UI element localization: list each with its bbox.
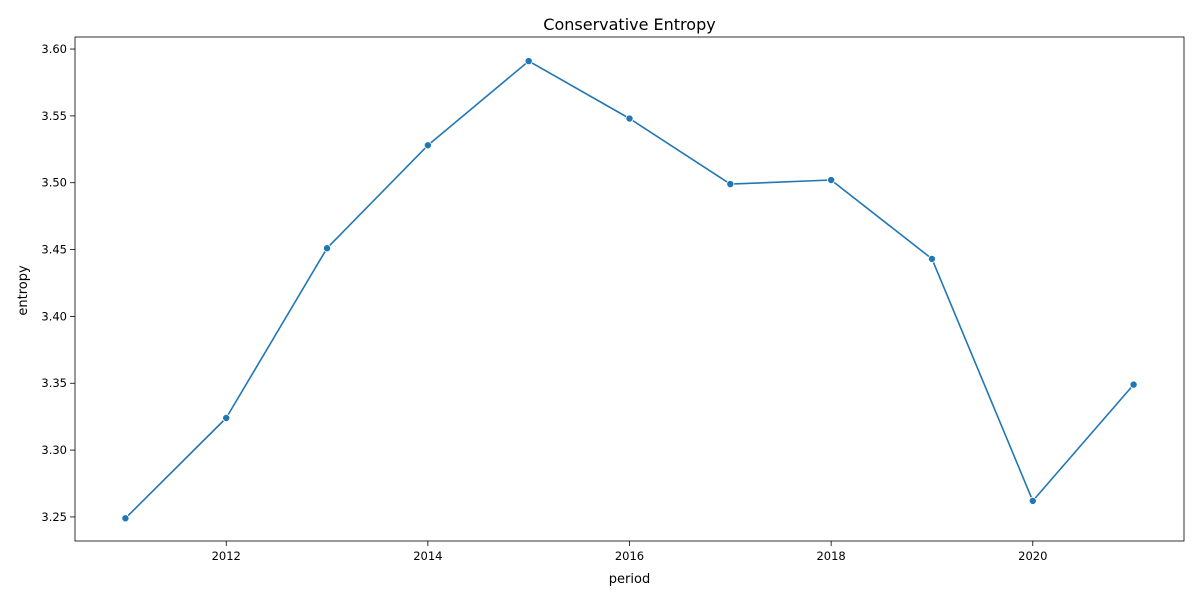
data-point <box>222 414 231 423</box>
chart-title: Conservative Entropy <box>543 15 715 34</box>
x-axis-label: period <box>609 572 650 587</box>
series-layer <box>121 57 1138 523</box>
data-point <box>423 141 432 150</box>
y-tick-label: 3.50 <box>41 176 67 190</box>
y-tick-label: 3.35 <box>41 376 67 390</box>
series-line <box>124 60 1135 519</box>
data-point <box>323 244 332 253</box>
data-point <box>1129 380 1138 389</box>
y-tick-label: 3.45 <box>41 243 67 257</box>
data-point <box>927 254 936 263</box>
axes: 2012 2014 2016 2018 2020 3.25 3.30 3.35 3.40 3.45… <box>41 36 1185 563</box>
data-point <box>1028 496 1037 505</box>
y-tick-label: 3.25 <box>41 510 67 524</box>
x-tick-label: 2016 <box>615 549 644 563</box>
x-tick-label: 2014 <box>413 549 442 563</box>
y-tick-label: 3.60 <box>41 42 67 56</box>
data-point <box>121 514 130 523</box>
data-point <box>827 176 836 185</box>
x-tick-label: 2020 <box>1018 549 1047 563</box>
data-point <box>625 114 634 123</box>
y-tick-label: 3.30 <box>41 443 67 457</box>
data-point <box>524 57 533 66</box>
x-tick-label: 2018 <box>816 549 845 563</box>
x-tick-label: 2012 <box>212 549 241 563</box>
y-axis-label: entropy <box>16 265 31 316</box>
y-tick-label: 3.40 <box>41 309 67 323</box>
data-point <box>726 180 735 189</box>
y-tick-label: 3.55 <box>41 109 67 123</box>
